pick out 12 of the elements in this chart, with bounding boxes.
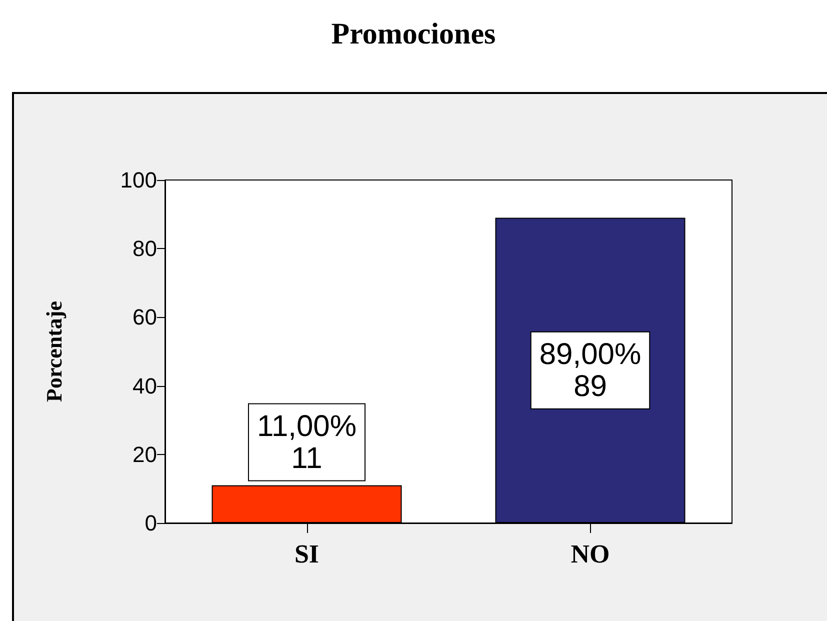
data-label: 89,00% 89 <box>539 338 642 403</box>
y-tick-label: 60 <box>132 304 157 330</box>
chart-title: Promociones <box>331 18 496 50</box>
x-tick-label: NO <box>570 540 610 568</box>
y-axis-title: Porcentaje <box>42 300 66 402</box>
y-tick-label: 80 <box>132 236 157 262</box>
y-tick-label: 40 <box>132 373 157 398</box>
y-tick-label: 100 <box>120 168 157 192</box>
y-tick-label: 20 <box>132 442 157 467</box>
y-tick-label: 0 <box>144 510 157 536</box>
x-tick-label: SI <box>294 540 320 568</box>
data-label: 11,00% 11 <box>256 410 357 475</box>
